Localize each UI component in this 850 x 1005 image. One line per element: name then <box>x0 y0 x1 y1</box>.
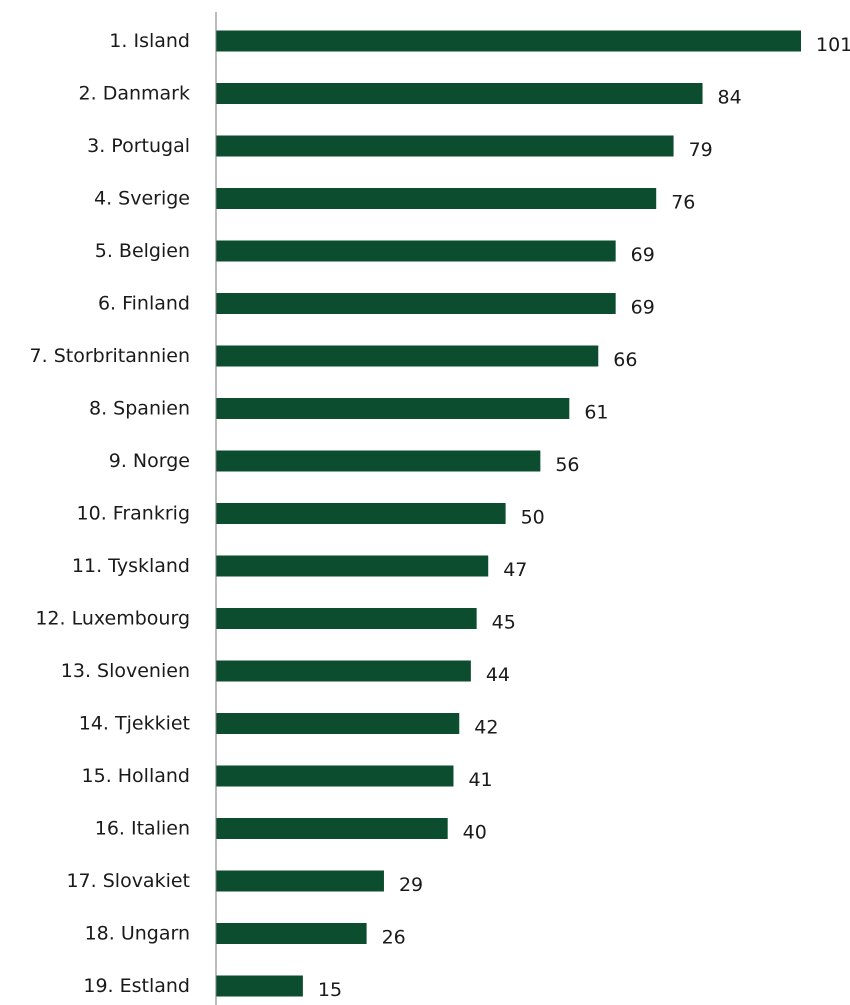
bar <box>216 818 448 839</box>
category-label: 12. Luxembourg <box>35 608 190 630</box>
value-label: 66 <box>613 349 637 371</box>
category-label: 17. Slovakiet <box>66 870 190 892</box>
value-label: 50 <box>521 507 545 529</box>
category-label: 3. Portugal <box>87 135 190 157</box>
value-label: 29 <box>399 874 423 896</box>
value-label: 69 <box>631 244 655 266</box>
bars <box>216 31 801 997</box>
bar <box>216 293 616 314</box>
bar <box>216 451 540 472</box>
category-label: 8. Spanien <box>89 398 190 420</box>
category-labels: 1. Island 2. Danmark 3. Portugal 4. Sverige… <box>30 30 190 997</box>
value-label: 47 <box>503 559 527 581</box>
bar <box>216 871 384 892</box>
bar <box>216 556 488 577</box>
bar <box>216 713 459 734</box>
bar <box>216 398 569 419</box>
value-label: 79 <box>689 139 713 161</box>
category-label: 19. Estland <box>83 975 190 997</box>
value-label: 84 <box>718 87 742 109</box>
category-label: 11. Tyskland <box>72 555 190 577</box>
value-label: 44 <box>486 664 510 686</box>
value-label: 101 <box>816 34 850 56</box>
value-label: 45 <box>492 612 516 634</box>
category-label: 7. Storbritannien <box>30 345 190 367</box>
bar <box>216 608 477 629</box>
bar <box>216 188 656 209</box>
value-label: 26 <box>382 927 406 949</box>
category-label: 13. Slovenien <box>61 660 190 682</box>
category-label: 5. Belgien <box>95 240 190 262</box>
value-label: 41 <box>468 769 492 791</box>
category-label: 1. Island <box>109 30 190 52</box>
category-label: 16. Italien <box>95 818 190 840</box>
bar <box>216 661 471 682</box>
value-label: 76 <box>671 192 695 214</box>
category-label: 6. Finland <box>98 293 190 315</box>
value-label: 61 <box>584 402 608 424</box>
bar <box>216 503 506 524</box>
category-label: 9. Norge <box>109 450 190 472</box>
category-label: 15. Holland <box>82 765 190 787</box>
category-label: 4. Sverige <box>94 188 190 210</box>
value-label: 15 <box>318 979 342 1001</box>
category-label: 14. Tjekkiet <box>79 713 190 735</box>
value-label: 69 <box>631 297 655 319</box>
category-label: 18. Ungarn <box>85 923 190 945</box>
value-label: 56 <box>555 454 579 476</box>
bar <box>216 31 801 52</box>
value-label: 42 <box>474 717 498 739</box>
bar <box>216 766 453 787</box>
bar <box>216 923 367 944</box>
value-label: 40 <box>463 822 487 844</box>
category-label: 10. Frankrig <box>77 503 190 525</box>
bar <box>216 241 616 262</box>
bar <box>216 136 674 157</box>
bar <box>216 976 303 997</box>
bar <box>216 346 598 367</box>
category-label: 2. Danmark <box>79 83 190 105</box>
bar <box>216 83 703 104</box>
